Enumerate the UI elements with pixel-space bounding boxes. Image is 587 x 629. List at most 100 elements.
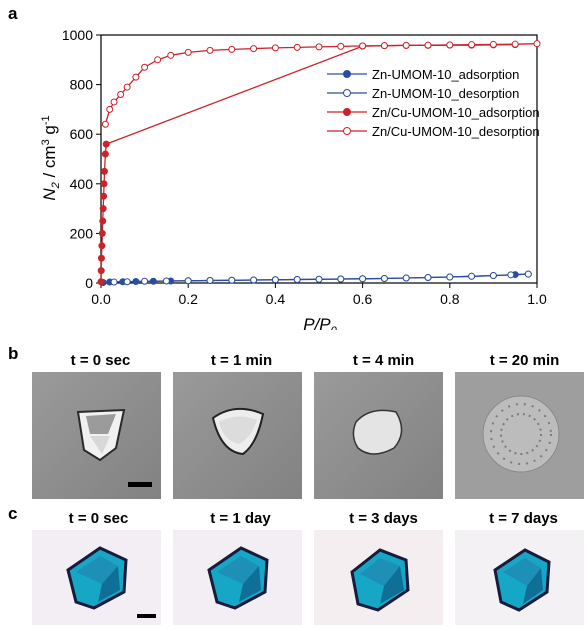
- data-point: [359, 42, 367, 50]
- x-tick-label: 1.0: [527, 291, 547, 307]
- data-point: [154, 56, 162, 64]
- data-point: [100, 167, 108, 175]
- crystal-photo-b-0: [32, 372, 161, 499]
- data-point: [184, 277, 192, 285]
- scale-bar: [128, 482, 152, 487]
- data-point: [141, 277, 149, 285]
- data-point: [110, 98, 118, 106]
- data-point: [446, 273, 454, 281]
- panel-b-title-2: t = 4 min: [352, 352, 415, 369]
- chart-legend: Zn-UMOM-10_adsorption Zn-UMOM-10_desorpti…: [327, 67, 540, 139]
- data-point: [98, 229, 106, 237]
- y-axis-label: N2 / cm3 g-1: [40, 115, 62, 200]
- data-point: [110, 278, 118, 286]
- data-point: [359, 275, 367, 283]
- series-3: [101, 40, 541, 128]
- data-point: [337, 275, 345, 283]
- data-point: [489, 272, 497, 280]
- data-point: [315, 43, 323, 51]
- legend-marker: [343, 89, 351, 97]
- data-point: [100, 192, 108, 200]
- data-point: [293, 276, 301, 284]
- data-point: [424, 41, 432, 49]
- panel-c-title-3: t = 7 days: [489, 510, 558, 527]
- data-point: [293, 43, 301, 51]
- data-point: [507, 271, 515, 279]
- data-point: [337, 42, 345, 50]
- crystal-photo-b-2: [314, 372, 443, 499]
- data-point: [97, 267, 105, 275]
- panel-label-b: b: [8, 344, 19, 363]
- legend-marker: [343, 70, 351, 78]
- plot-frame: [100, 34, 538, 284]
- data-point: [228, 45, 236, 53]
- panel-b-title-0: t = 0 sec: [70, 352, 131, 369]
- data-point: [206, 277, 214, 285]
- data-point: [106, 105, 114, 113]
- data-point: [468, 41, 476, 49]
- crystal-photo-b-1: [173, 372, 302, 499]
- panel-label-c: c: [8, 504, 18, 523]
- x-tick-label: 0.2: [178, 291, 198, 307]
- panel-c-title-0: t = 0 sec: [68, 510, 129, 527]
- data-point: [315, 275, 323, 283]
- y-tick-label: 400: [70, 176, 94, 192]
- data-point: [402, 274, 410, 282]
- data-point: [380, 42, 388, 50]
- data-point: [380, 275, 388, 283]
- data-point: [511, 40, 519, 48]
- y-tick-label: 600: [70, 126, 94, 142]
- data-point: [250, 45, 258, 53]
- legend-label: Zn/Cu-UMOM-10_adsorption: [372, 105, 540, 120]
- data-point: [98, 242, 106, 250]
- chart-axes: 0.0 0.2 0.4 0.6 0.8 1.0 0 200 400 600 800 1000: [62, 27, 547, 307]
- legend-label: Zn/Cu-UMOM-10_desorption: [372, 124, 540, 139]
- data-point: [162, 277, 170, 285]
- legend-label: Zn-UMOM-10_adsorption: [372, 67, 519, 82]
- data-point: [228, 276, 236, 284]
- data-point: [271, 276, 279, 284]
- data-point: [97, 254, 105, 262]
- crystal-photo-c-0: [32, 530, 161, 625]
- data-point: [184, 48, 192, 56]
- data-point: [102, 140, 110, 148]
- panel-c-title-1: t = 1 day: [210, 510, 271, 527]
- chart-series: [97, 40, 541, 287]
- data-point: [533, 40, 541, 48]
- series-1: [110, 270, 532, 286]
- data-point: [99, 217, 107, 225]
- panel-b-title-3: t = 20 min: [489, 352, 560, 369]
- data-point: [132, 73, 140, 81]
- crystal-photo-c-2: [314, 530, 443, 625]
- y-tick-label: 0: [85, 275, 93, 291]
- data-point: [524, 270, 532, 278]
- panel-b-title-1: t = 1 min: [210, 352, 273, 369]
- x-tick-label: 0.4: [266, 291, 286, 307]
- data-point: [250, 276, 258, 284]
- data-point: [206, 46, 214, 54]
- panel-c-title-2: t = 3 days: [349, 510, 418, 527]
- scale-bar: [137, 614, 156, 618]
- y-tick-label: 200: [70, 225, 94, 241]
- data-point: [424, 274, 432, 282]
- data-point: [123, 278, 131, 286]
- x-tick-label: 0.0: [91, 291, 111, 307]
- y-tick-label: 800: [70, 77, 94, 93]
- data-point: [141, 63, 149, 71]
- x-tick-label: 0.8: [440, 291, 460, 307]
- panel-label-a: a: [8, 4, 18, 23]
- x-axis-label: P/P0: [303, 315, 337, 330]
- data-point: [101, 120, 109, 128]
- data-point: [402, 41, 410, 49]
- data-point: [100, 180, 108, 188]
- y-tick-label: 1000: [62, 27, 93, 43]
- crystal-photo-c-1: [173, 530, 302, 625]
- data-point: [468, 272, 476, 280]
- legend-label: Zn-UMOM-10_desorption: [372, 86, 519, 101]
- data-point: [99, 205, 107, 213]
- isotherm-chart: 0.0 0.2 0.4 0.6 0.8 1.0 0 200 400 600 800 1000 Zn-U…: [40, 27, 547, 330]
- crystal-photo-c-3: [455, 530, 584, 625]
- data-point: [97, 278, 105, 286]
- crystal-photo-b-3: [455, 372, 584, 499]
- data-point: [489, 40, 497, 48]
